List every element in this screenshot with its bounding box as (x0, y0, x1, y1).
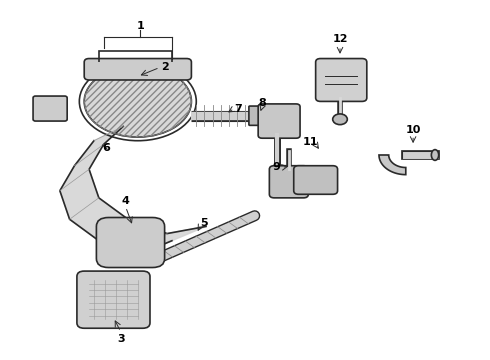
Text: 6: 6 (102, 143, 110, 153)
Polygon shape (60, 126, 206, 255)
Text: 10: 10 (405, 125, 421, 135)
Text: 12: 12 (332, 34, 348, 44)
FancyBboxPatch shape (316, 59, 367, 102)
Text: 1: 1 (136, 21, 144, 31)
Text: 9: 9 (273, 162, 281, 172)
FancyBboxPatch shape (33, 96, 67, 121)
Text: 5: 5 (200, 218, 207, 228)
FancyBboxPatch shape (249, 106, 263, 125)
FancyBboxPatch shape (97, 217, 165, 267)
Ellipse shape (431, 150, 439, 160)
Text: 7: 7 (234, 104, 242, 113)
Text: 2: 2 (161, 63, 169, 72)
FancyBboxPatch shape (270, 166, 308, 198)
Polygon shape (379, 155, 406, 175)
FancyBboxPatch shape (77, 271, 150, 328)
FancyBboxPatch shape (294, 166, 338, 194)
Text: 4: 4 (122, 197, 129, 206)
FancyBboxPatch shape (84, 59, 192, 80)
Ellipse shape (84, 66, 192, 137)
FancyBboxPatch shape (258, 104, 300, 138)
Circle shape (333, 114, 347, 125)
Text: 8: 8 (258, 98, 266, 108)
Text: 3: 3 (117, 334, 124, 344)
Text: 11: 11 (303, 138, 318, 148)
